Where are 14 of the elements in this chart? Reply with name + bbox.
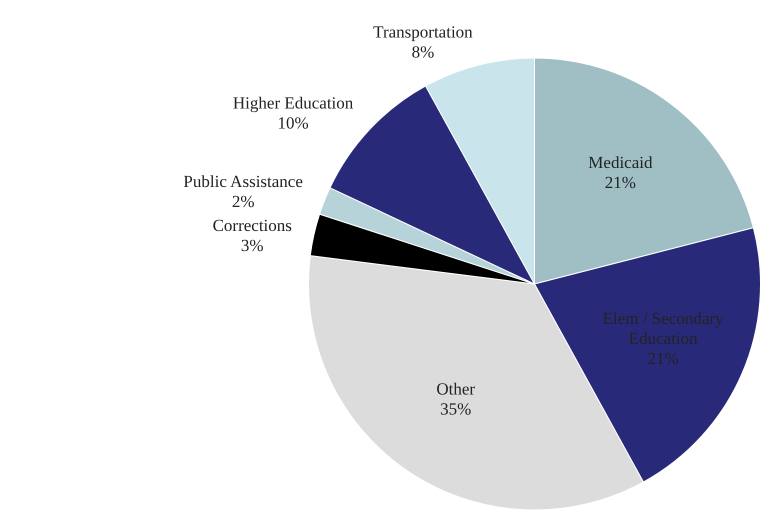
data-label: 21% <box>604 172 636 192</box>
data-label: 2% <box>232 192 254 211</box>
slice-label: Public Assistance <box>183 172 303 191</box>
data-label: 10% <box>278 113 309 132</box>
data-label: 8% <box>412 42 434 62</box>
data-label: 35% <box>440 399 472 418</box>
data-label: 21% <box>648 349 679 368</box>
slice-label: Corrections <box>212 216 292 235</box>
slice-label: Elem / Secondary Education <box>602 309 724 348</box>
slice-label: Medicaid <box>588 152 653 172</box>
slice-label: Higher Education <box>232 93 354 112</box>
data-label: 3% <box>240 236 264 255</box>
slice-label: Transportation <box>373 22 474 42</box>
slice-label: Other <box>436 379 476 398</box>
